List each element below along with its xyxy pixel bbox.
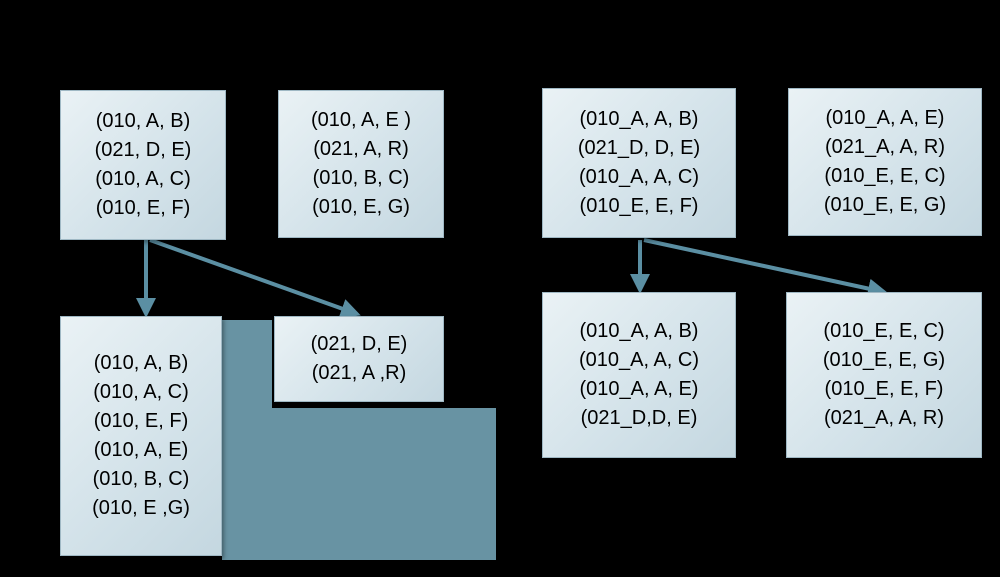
tuple-text: (010_A, A, E)	[826, 104, 945, 133]
tuple-text: (021_A, A, R)	[824, 404, 944, 433]
right-result-box-1: (010_A, A, B) (010_A, A, C) (010_A, A, E…	[542, 292, 736, 458]
right-source-box-1: (010_A, A, B) (021_D, D, E) (010_A, A, C…	[542, 88, 736, 238]
tuple-text: (010_A, A, B)	[580, 105, 699, 134]
tuple-text: (010_E, E, C)	[824, 162, 945, 191]
tuple-text: (021_A, A, R)	[825, 133, 945, 162]
tuple-text: (010, E, G)	[312, 193, 410, 222]
tuple-text: (010_A, A, C)	[579, 163, 699, 192]
tuple-text: (010, B, C)	[313, 164, 410, 193]
tuple-text: (010_E, E, G)	[823, 346, 945, 375]
left-result-box-1: (010, A, B) (010, A, C) (010, E, F) (010…	[60, 316, 222, 556]
arrow-right-to-group-b	[644, 240, 884, 292]
tuple-text: (010, A, C)	[95, 165, 191, 194]
tuple-text: (010, A, E)	[94, 436, 189, 465]
tuple-text: (010, B, C)	[93, 465, 190, 494]
arrow-left-to-group-b	[150, 240, 357, 314]
tuple-text: (010_A, A, C)	[579, 346, 699, 375]
tuple-text: (010_E, E, F)	[825, 375, 944, 404]
tuple-text: (021, A ,R)	[312, 359, 407, 388]
tuple-text: (010_A, A, E)	[580, 375, 699, 404]
tuple-text: (021_D, D, E)	[578, 134, 700, 163]
tuple-text: (010_E, E, F)	[580, 192, 699, 221]
tuple-text: (010, E, F)	[96, 194, 190, 223]
tuple-text: (010, E ,G)	[92, 494, 190, 523]
tuple-text: (010, A, E )	[311, 106, 411, 135]
tuple-text: (010, A, C)	[93, 378, 189, 407]
tuple-text: (021, D, E)	[95, 136, 192, 165]
tuple-text: (010_E, E, C)	[823, 317, 944, 346]
tuple-text: (021, A, R)	[313, 135, 409, 164]
tuple-text: (010_E, E, G)	[824, 191, 946, 220]
tuple-text: (021_D,D, E)	[581, 404, 698, 433]
tuple-text: (010_A, A, B)	[580, 317, 699, 346]
left-source-box-1: (010, A, B) (021, D, E) (010, A, C) (010…	[60, 90, 226, 240]
right-source-box-2: (010_A, A, E) (021_A, A, R) (010_E, E, C…	[788, 88, 982, 236]
tuple-text: (021, D, E)	[311, 330, 408, 359]
left-result-box-2: (021, D, E) (021, A ,R)	[274, 316, 444, 402]
tuple-text: (010, A, B)	[94, 349, 189, 378]
tuple-text: (010, E, F)	[94, 407, 188, 436]
left-source-box-2: (010, A, E ) (021, A, R) (010, B, C) (01…	[278, 90, 444, 238]
tuple-text: (010, A, B)	[96, 107, 191, 136]
right-result-box-2: (010_E, E, C) (010_E, E, G) (010_E, E, F…	[786, 292, 982, 458]
